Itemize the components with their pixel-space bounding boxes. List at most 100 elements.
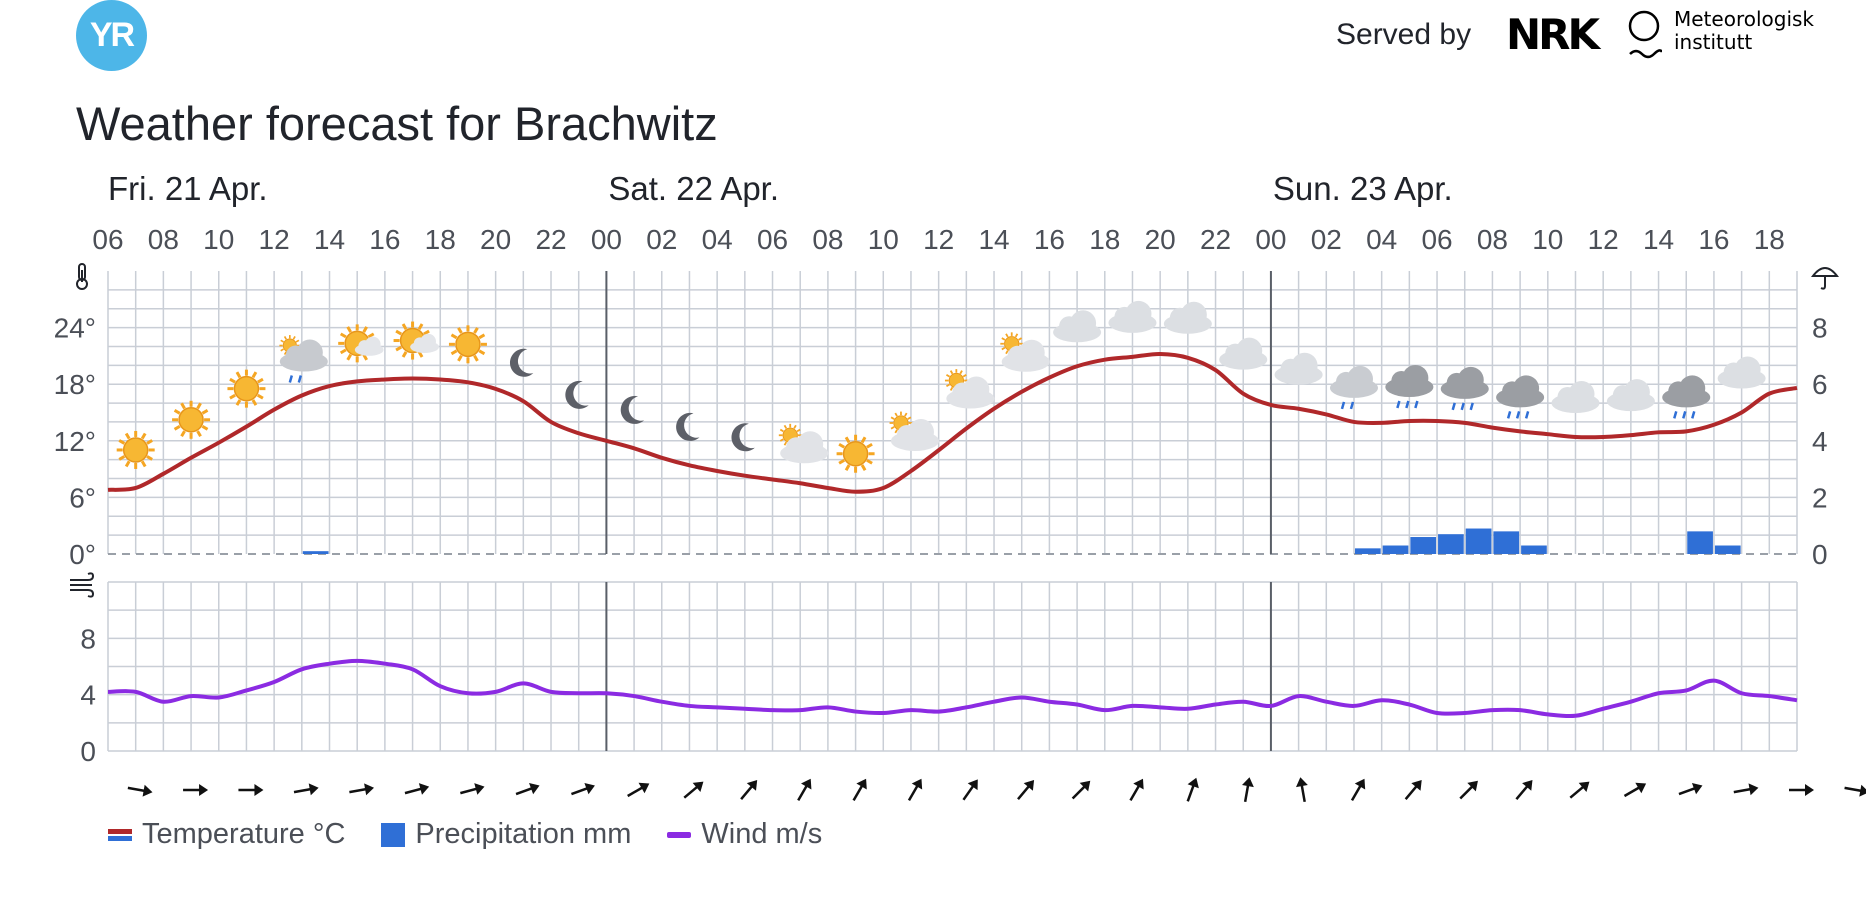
cloudy-icon [1108, 300, 1157, 333]
cloudy-icon [1606, 379, 1655, 412]
wind-direction-arrow [1350, 778, 1366, 802]
precipitation-bar [1521, 545, 1547, 554]
legend-precipitation-label: Precipitation mm [415, 818, 632, 850]
cloudy-icon [1551, 381, 1600, 414]
met-name-line1: Meteorologisk [1674, 7, 1815, 31]
met-institute-logo[interactable]: Meteorologisk institutt [1626, 8, 1814, 64]
wind-direction-arrow [1459, 780, 1478, 800]
wind-direction-arrow [1129, 778, 1144, 802]
hour-tick-label: 08 [1477, 224, 1508, 255]
wind-direction-arrow [404, 783, 430, 795]
wind-direction-arrow [962, 779, 978, 801]
wind-direction-arrow [1515, 780, 1533, 800]
wind-direction-arrow [852, 778, 867, 802]
fair-day-icon [393, 321, 439, 360]
precipitation-bar [1382, 545, 1409, 554]
cloudy-icon [1274, 352, 1323, 385]
precipitation-bar [302, 551, 329, 554]
thermometer-icon [76, 263, 88, 290]
wind-tick-label: 0 [80, 736, 96, 767]
precipitation-bar [1714, 545, 1741, 554]
hour-tick-label: 10 [203, 224, 234, 255]
wind-direction-arrow [740, 780, 758, 800]
hour-tick-label: 08 [148, 224, 179, 255]
precipitation-tick-label: 4 [1812, 426, 1828, 457]
wind-direction-arrow [797, 778, 812, 802]
rain-icon [1496, 375, 1545, 419]
cloudy-icon [1053, 310, 1102, 343]
clear-day-icon [116, 430, 155, 469]
wind-tick-label: 4 [80, 680, 96, 711]
rain-icon [1385, 364, 1434, 409]
temperature-line [107, 352, 1798, 494]
page-title: Weather forecast for Brachwitz [76, 97, 718, 150]
hour-tick-label: 12 [923, 224, 954, 255]
wind-direction-arrow [683, 781, 704, 799]
hour-tick-label: 18 [1754, 224, 1785, 255]
precipitation-legend-icon [381, 822, 406, 847]
temperature-tick-label: 0° [69, 539, 96, 570]
wind-direction-arrow [1569, 781, 1590, 799]
wind-direction-arrow [907, 778, 923, 802]
hour-tick-label: 14 [978, 224, 1009, 255]
nrk-logo[interactable]: NRK [1506, 10, 1600, 59]
precipitation-tick-label: 6 [1812, 369, 1828, 400]
partly-cloudy-day-icon [1000, 332, 1050, 372]
wind-direction-arrow [571, 782, 595, 796]
fair-day-icon [338, 324, 384, 363]
wind-direction-arrow [1678, 782, 1703, 796]
wind-direction-arrow [1404, 780, 1422, 800]
precipitation-tick-label: 0 [1812, 539, 1828, 570]
light-rain-icon [1329, 365, 1378, 410]
day-label: Fri. 21 Apr. [108, 170, 268, 207]
wind-direction-arrow [1242, 777, 1254, 803]
legend-temperature: Temperature °C [108, 818, 345, 851]
wind-direction-arrow [1017, 780, 1035, 800]
cloudy-icon [1717, 356, 1766, 389]
yr-logo-text: YR [89, 16, 135, 54]
hour-tick-label: 06 [92, 224, 123, 255]
met-name-line2: institutt [1674, 30, 1753, 54]
served-by-label: Served by [1336, 18, 1472, 51]
cloudy-icon [1163, 301, 1212, 334]
wind-direction-arrow [515, 782, 540, 796]
yr-logo[interactable]: YR [76, 0, 147, 71]
hour-tick-label: 00 [591, 224, 622, 255]
temperature-tick-label: 6° [69, 482, 96, 513]
hour-tick-label: 06 [757, 224, 788, 255]
hour-tick-label: 06 [1421, 224, 1452, 255]
wind-direction-arrow [349, 783, 374, 796]
hour-tick-label: 10 [868, 224, 899, 255]
wind-direction-arrow [1186, 777, 1199, 802]
wind-direction-arrow [1733, 783, 1759, 796]
rain-icon [1662, 375, 1711, 419]
hour-tick-label: 14 [1643, 224, 1674, 255]
precipitation-tick-label: 2 [1812, 482, 1828, 513]
precipitation-tick-label: 8 [1812, 313, 1828, 344]
wind-direction-arrow [1844, 784, 1866, 797]
rain-icon [1440, 366, 1489, 411]
hour-tick-label: 04 [702, 224, 733, 255]
legend-temperature-label: Temperature °C [142, 818, 346, 850]
wind-direction-arrow [1071, 780, 1091, 800]
clear-night-icon [731, 423, 755, 452]
precipitation-bar [1465, 528, 1492, 554]
clear-night-icon [509, 348, 534, 377]
hour-tick-label: 00 [1255, 224, 1286, 255]
wind-direction-arrow [1623, 782, 1647, 798]
light-rain-showers-icon [279, 335, 328, 383]
temperature-tick-label: 12° [54, 426, 96, 457]
hour-tick-label: 16 [1698, 224, 1729, 255]
hour-tick-label: 22 [535, 224, 566, 255]
clear-day-icon [448, 325, 487, 364]
clear-day-icon [172, 400, 211, 439]
day-label: Sat. 22 Apr. [608, 170, 779, 207]
partly-cloudy-day-icon [889, 411, 939, 451]
hour-tick-label: 20 [1145, 224, 1176, 255]
hour-tick-label: 18 [425, 224, 456, 255]
clear-night-icon [620, 395, 645, 424]
wind-direction-arrow [627, 782, 650, 798]
wind-legend-icon [667, 831, 692, 838]
temperature-legend-icon [108, 828, 132, 841]
